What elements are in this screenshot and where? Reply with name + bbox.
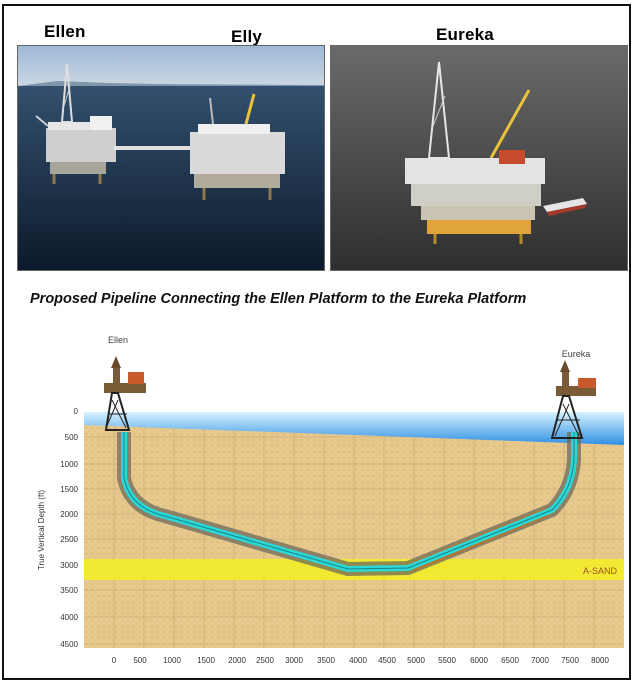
ellen-platform-structure [35,63,116,184]
diagram-title: Proposed Pipeline Connecting the Ellen P… [30,291,527,307]
bridge-walkway [114,146,194,150]
ellen-elly-photo-illustration [18,46,324,270]
label-elly-photo: Elly [231,27,263,46]
eureka-photo-illustration [331,46,627,270]
eureka-platform-structure [405,61,545,244]
elly-platform-structure [190,93,285,200]
photo-eureka-platform [330,45,628,271]
photo-ellen-elly-platforms [17,45,325,271]
supply-boat [543,198,587,216]
label-eureka-photo: Eureka [436,25,494,44]
label-ellen-photo: Ellen [44,22,86,41]
